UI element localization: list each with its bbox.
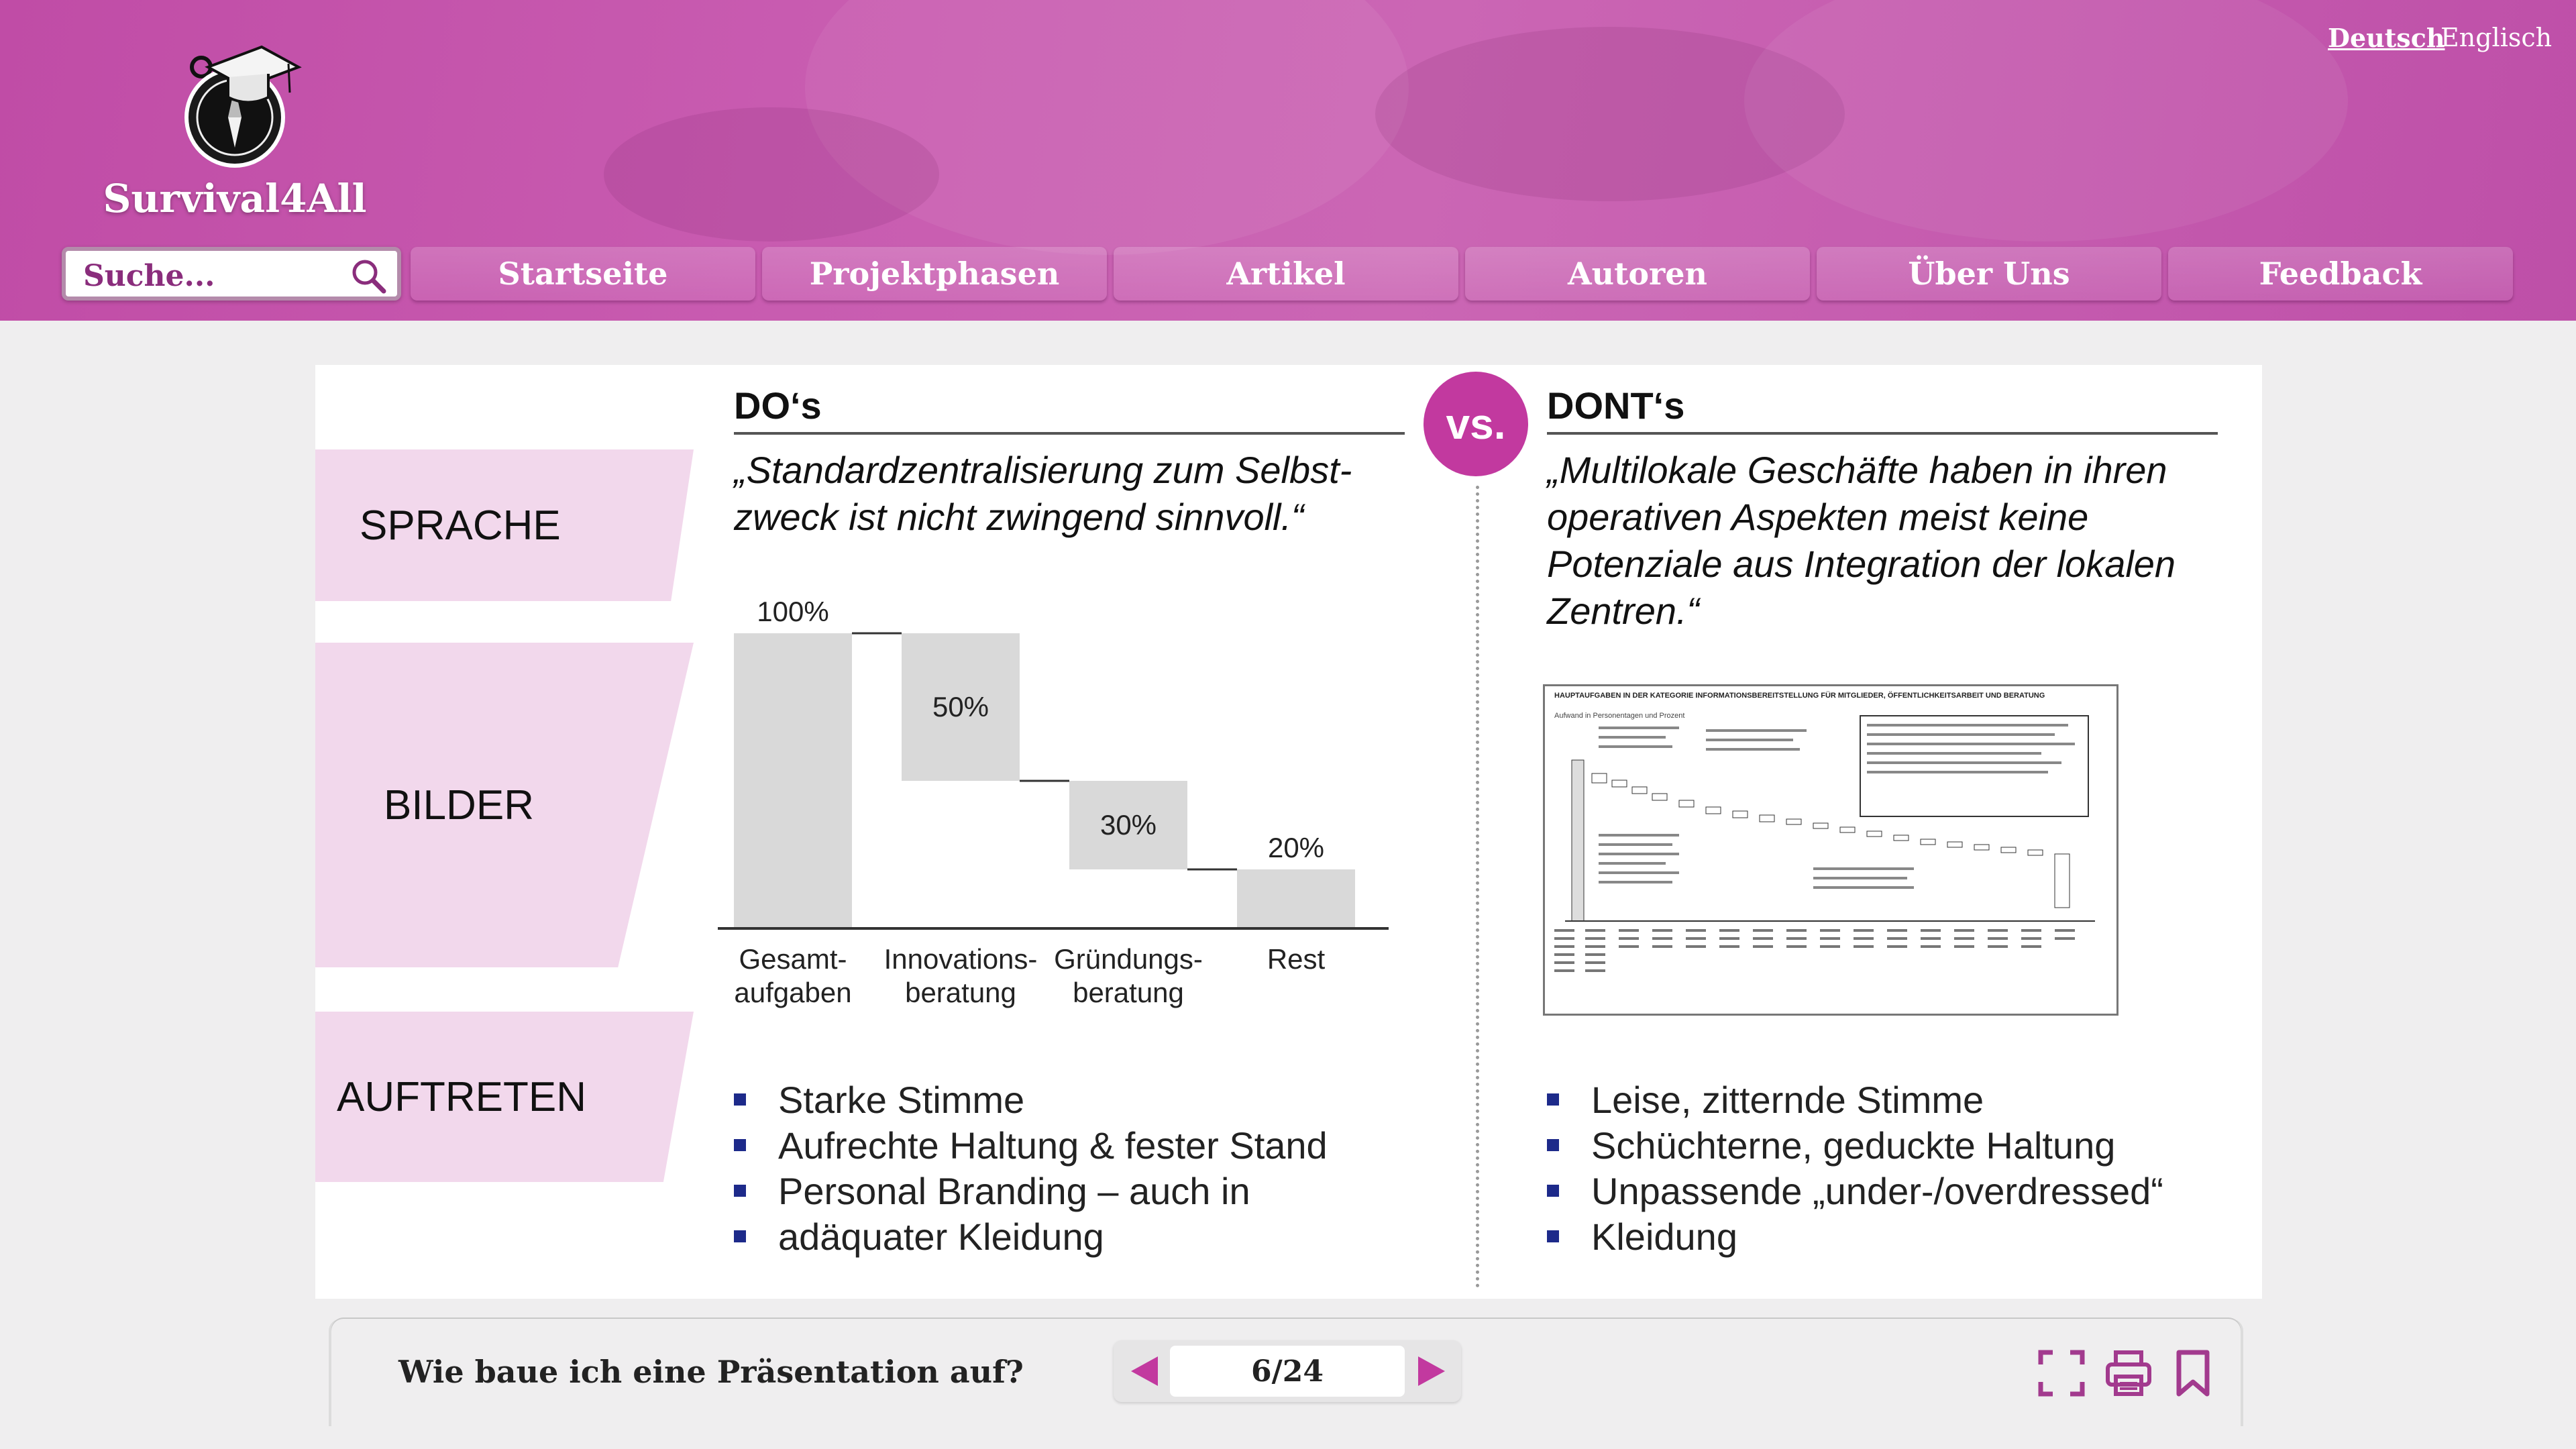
mini-chart-subtitle: Aufwand in Personentagen und Prozent [1554,712,1685,720]
nav-artikel[interactable]: Artikel [1114,247,1458,301]
donts-bullet-list: Leise, zitternde Stimme Schüchterne, ged… [1547,1077,2163,1260]
nav-feedback[interactable]: Feedback [2168,247,2513,301]
presentation-title: Wie baue ich eine Präsentation auf? [398,1354,1024,1390]
list-item: Personal Branding – auch in [734,1169,1328,1214]
side-label-auftreten: AUFTRETEN [315,1012,694,1182]
triangle-left-icon[interactable] [1126,1352,1163,1390]
list-item: Unpassende „under-/overdressed“ [1547,1169,2163,1214]
column-divider [1476,486,1479,1288]
search-box [62,247,401,301]
nav-ueber-uns[interactable]: Über Uns [1817,247,2161,301]
background-decoration [1375,27,1845,201]
printer-icon[interactable] [2105,1350,2152,1397]
nav-projektphasen[interactable]: Projektphasen [762,247,1107,301]
waterfall-chart: 100% Gesamt-aufgaben 50% Innovations-beratu… [718,596,1389,1008]
list-item-continuation: Kleidung [1547,1214,2163,1260]
donts-heading-rule [1547,432,2218,435]
chart-data-label: 50% [932,691,989,722]
chart-data-label: 100% [757,596,828,627]
magnifier-icon[interactable] [349,256,388,295]
mini-chart-drawing [1554,715,2095,972]
compass-mortarboard-icon[interactable] [181,40,302,174]
main-navigation: Startseite Projektphasen Artikel Autoren… [62,247,2514,303]
chart-category-label: beratung [905,977,1016,1008]
slide-pager: 6/24 [1114,1340,1461,1402]
nav-startseite[interactable]: Startseite [411,247,755,301]
mini-chart-title: HAUPTAUFGABEN IN DER KATEGORIE INFORMATI… [1554,692,2045,700]
chart-category-label: Innovations- [884,943,1038,975]
list-item: Leise, zitternde Stimme [1547,1077,2163,1123]
chart-bar [734,633,852,928]
language-deutsch[interactable]: Deutsch [2328,23,2445,53]
quote-line: Zentren.“ [1547,590,1700,632]
chart-bar [902,633,1020,781]
chart-category-label: Gründungs- [1054,943,1203,975]
presentation-slide: SPRACHE BILDER AUFTRETEN DO‘s „Standardz… [315,365,2262,1299]
dos-heading-rule [734,432,1405,435]
chart-bar [1237,869,1355,928]
quote-line: Potenziale aus Integration der lokalen [1547,543,2176,585]
list-item: Aufrechte Haltung & fester Stand [734,1123,1328,1169]
nav-autoren[interactable]: Autoren [1465,247,1810,301]
chart-category-label: beratung [1073,977,1184,1008]
dos-quote: „Standardzentralisierung zum Selbst- zwe… [734,447,1352,541]
vs-badge: vs. [1424,372,1528,476]
fullscreen-icon[interactable] [2038,1350,2085,1397]
dos-heading: DO‘s [734,384,822,427]
bookmark-icon[interactable] [2169,1350,2216,1397]
dos-bullet-list: Starke Stimme Aufrechte Haltung & fester… [734,1077,1328,1260]
donts-heading: DONT‘s [1547,384,1685,427]
chart-data-label: 30% [1100,809,1157,841]
side-label-bilder: BILDER [315,643,694,967]
side-label-sprache: SPRACHE [315,449,694,601]
site-name[interactable]: Survival4All [103,176,367,221]
quote-line: operativen Aspekten meist keine [1547,496,2089,538]
donts-quote: „Multilokale Geschäfte haben in ihren op… [1547,447,2176,635]
search-input[interactable] [82,256,339,295]
chart-bar [1069,781,1187,869]
list-item: Starke Stimme [734,1077,1328,1123]
list-item: Schüchterne, geduckte Haltung [1547,1123,2163,1169]
quote-line: „Standardzentralisierung zum Selbst- [734,449,1352,491]
list-item-continuation: adäquater Kleidung [734,1214,1328,1260]
dense-table-image: HAUPTAUFGABEN IN DER KATEGORIE INFORMATI… [1543,684,2118,1016]
triangle-right-icon[interactable] [1413,1352,1450,1390]
background-decoration [604,107,939,241]
presentation-toolbar: Wie baue ich eine Präsentation auf? 6/24 [331,1319,2241,1426]
chart-data-label: 20% [1268,832,1324,863]
quote-line: „Multilokale Geschäfte haben in ihren [1547,449,2167,491]
language-englisch[interactable]: Englisch [2440,23,2553,52]
background-decoration [1744,0,2348,241]
page-indicator[interactable]: 6/24 [1170,1346,1405,1397]
site-header: Survival4All Deutsch Englisch Startseite… [0,0,2576,321]
chart-category-label: Rest [1267,943,1326,975]
quote-line: zweck ist nicht zwingend sinnvoll.“ [734,496,1304,538]
chart-category-label: Gesamt- [739,943,847,975]
chart-category-label: aufgaben [734,977,851,1008]
